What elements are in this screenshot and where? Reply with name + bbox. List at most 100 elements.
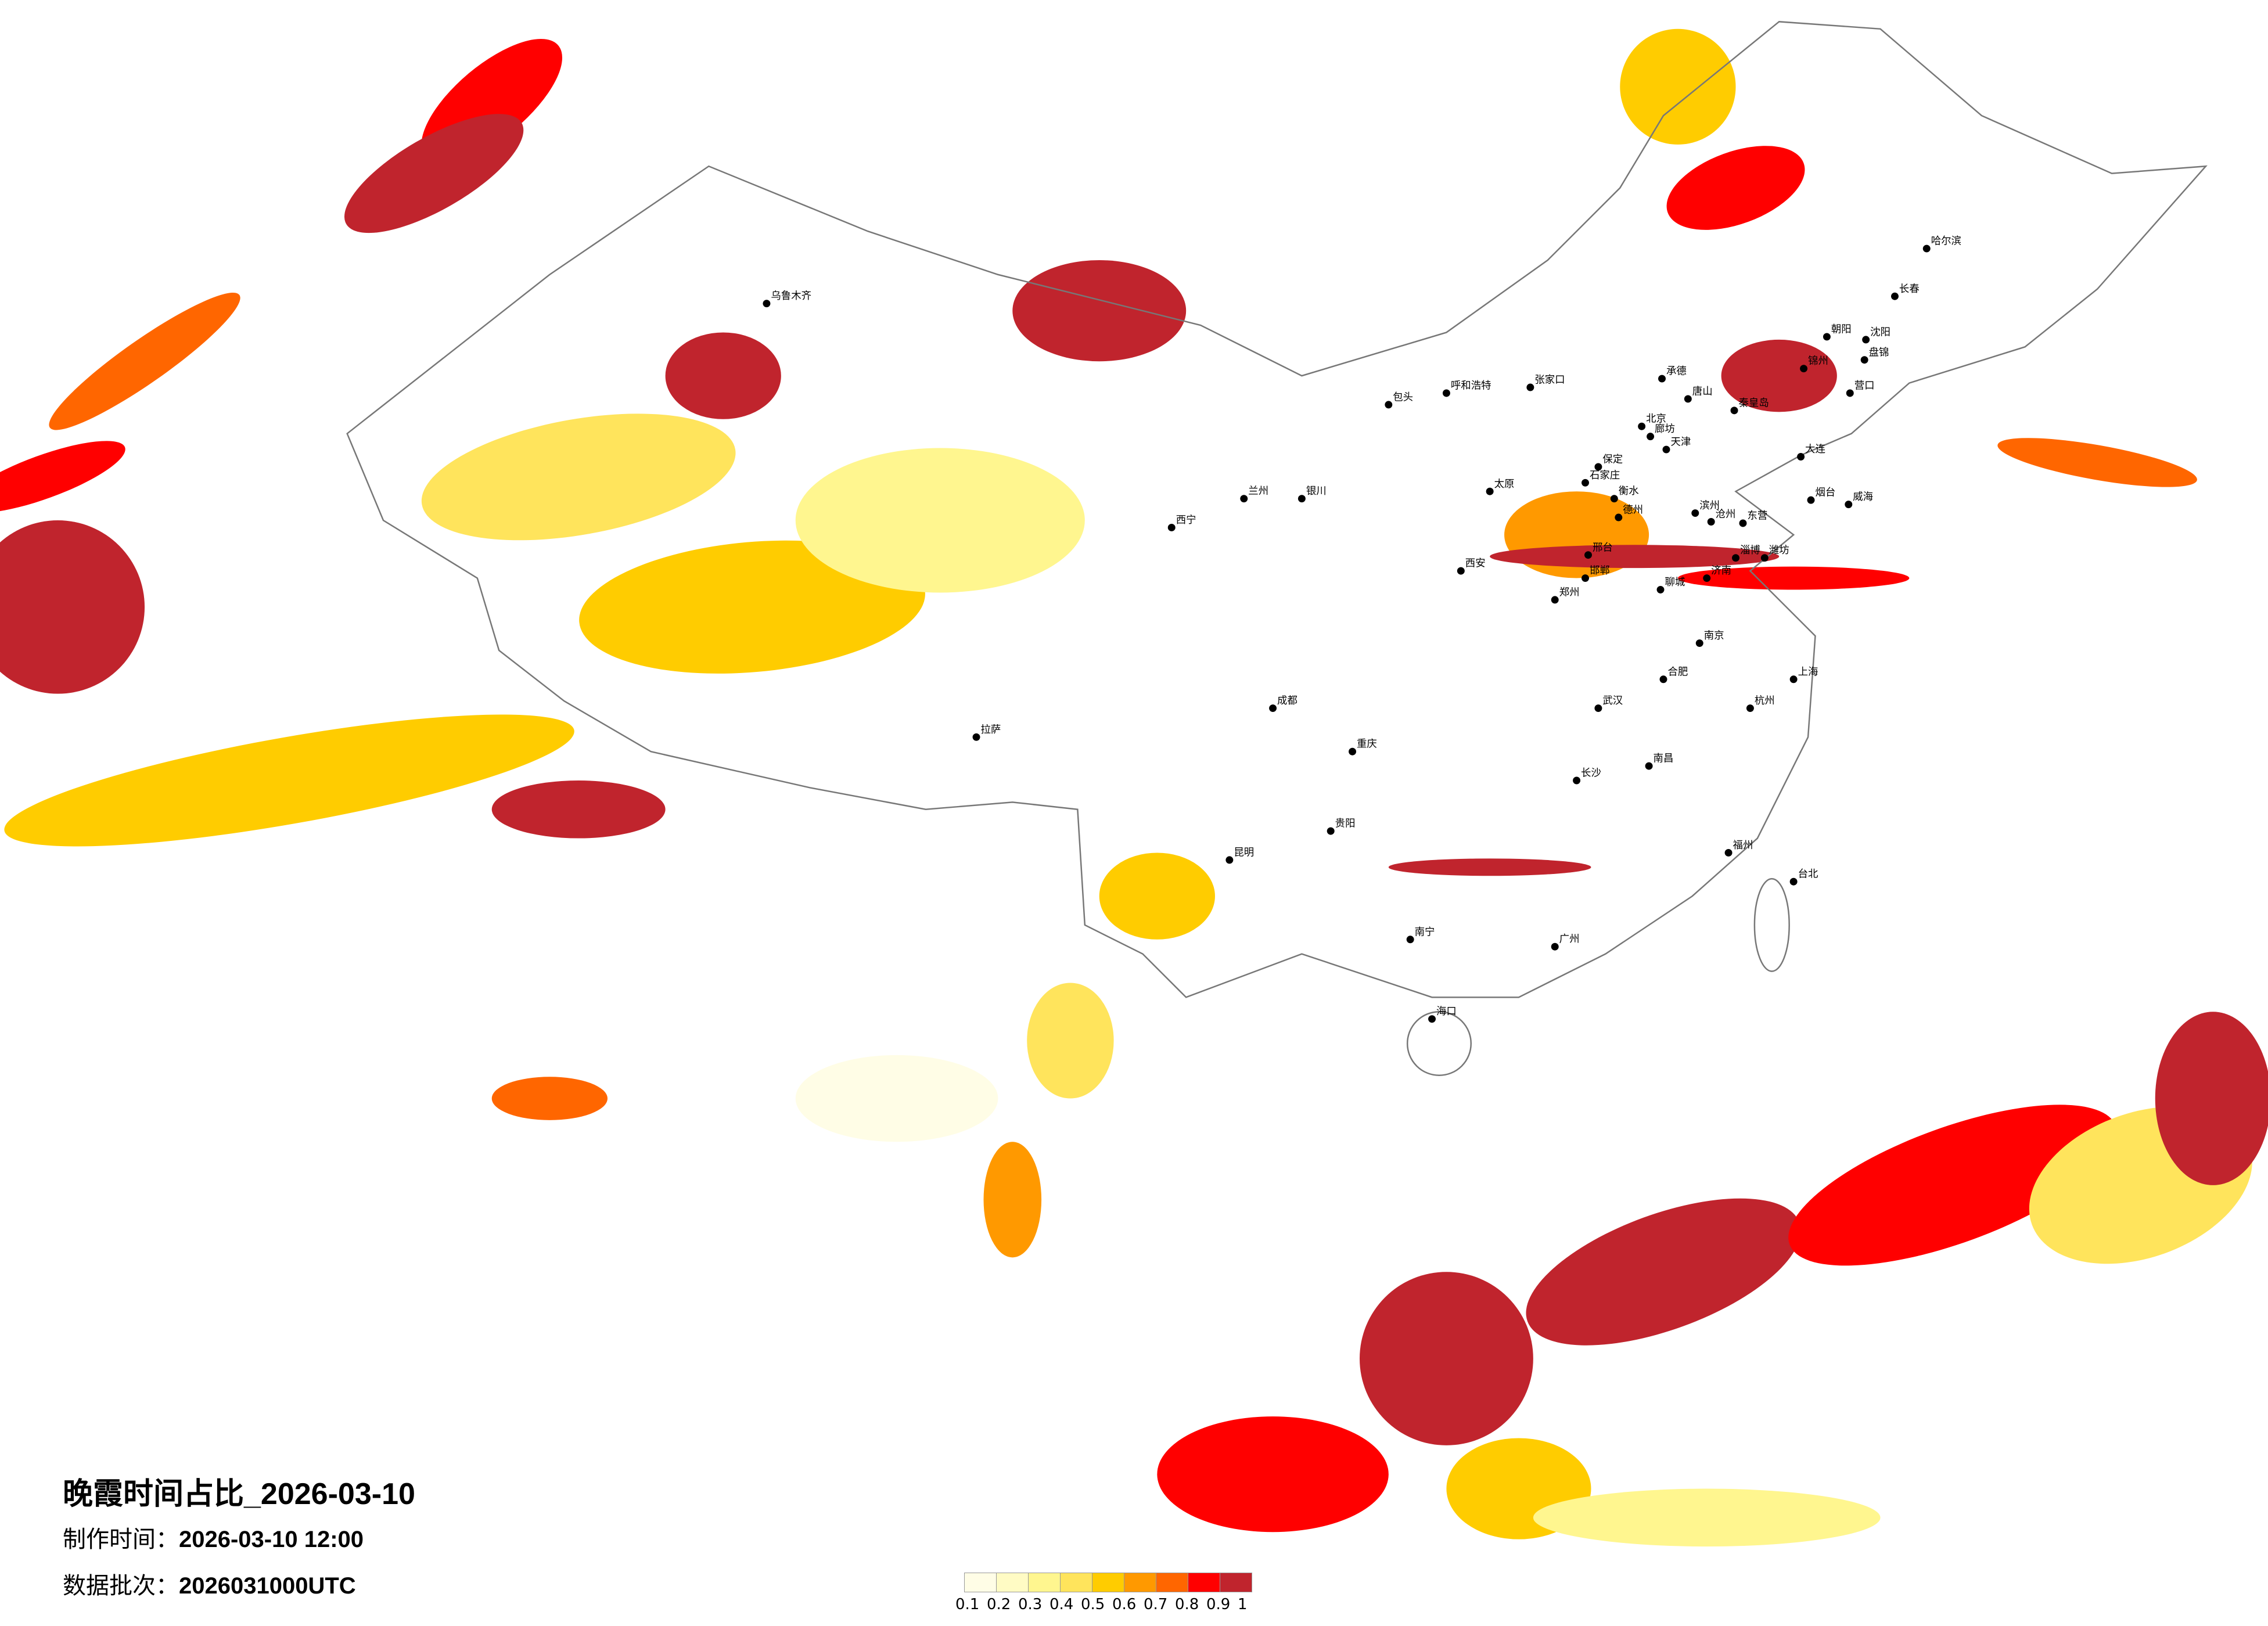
city-label: 成都	[1277, 695, 1297, 707]
china-border	[346, 21, 2208, 998]
city-label: 海口	[1436, 1006, 1457, 1017]
heat-cell	[1526, 1198, 1801, 1346]
legend-swatch	[1156, 1573, 1188, 1592]
city-label: 德州	[1623, 505, 1643, 516]
city-label: 唐山	[1692, 385, 1713, 397]
city-label: 兰州	[1248, 485, 1268, 497]
city-marker	[1890, 292, 1899, 300]
city-marker	[1662, 445, 1670, 454]
city-label: 邯郸	[1590, 565, 1610, 577]
city-marker	[1638, 422, 1646, 430]
city-marker	[1739, 519, 1747, 527]
legend-tick: 0.3	[1018, 1596, 1043, 1613]
legend-swatch	[1124, 1573, 1156, 1592]
city-label: 廊坊	[1655, 423, 1675, 435]
legend-swatch	[1028, 1573, 1060, 1592]
city-marker	[1647, 433, 1655, 441]
city-label: 淄博	[1740, 545, 1760, 556]
city-marker	[1385, 401, 1393, 409]
heat-cell	[1620, 28, 1736, 145]
city-label: 威海	[1853, 491, 1873, 503]
city-label: 武汉	[1602, 695, 1623, 707]
city-marker	[1406, 936, 1414, 944]
city-marker	[1269, 704, 1277, 713]
heat-cell	[579, 540, 925, 674]
legend-tick: 0.8	[1175, 1596, 1199, 1613]
city-marker	[1684, 395, 1692, 403]
city-marker	[1240, 495, 1248, 503]
city-marker	[1551, 596, 1559, 604]
city-marker	[1789, 877, 1798, 886]
heat-cell	[1388, 858, 1591, 876]
city-marker	[1486, 487, 1494, 495]
city-marker	[972, 733, 980, 741]
heat-cell	[983, 1142, 1042, 1258]
city-label: 烟台	[1815, 487, 1835, 499]
city-label: 台北	[1798, 869, 1818, 880]
city-label: 滨州	[1699, 500, 1720, 512]
data-batch: 数据批次：2026031000UTC	[63, 1567, 356, 1600]
city-marker	[1823, 333, 1831, 341]
city-marker	[1615, 513, 1623, 521]
city-marker	[1594, 463, 1602, 471]
legend-swatch	[1220, 1573, 1252, 1592]
city-marker	[763, 300, 771, 308]
city-label: 拉萨	[981, 724, 1001, 736]
city-marker	[1746, 704, 1754, 713]
city-label: 朝阳	[1831, 323, 1852, 335]
city-label: 天津	[1670, 437, 1691, 448]
city-marker	[1594, 704, 1602, 713]
data-batch-label: 数据批次：	[63, 1573, 179, 1599]
legend-swatch	[1092, 1573, 1124, 1592]
heat-cell	[1788, 1105, 2117, 1266]
legend-tick: 0.5	[1081, 1596, 1105, 1613]
legend-swatch	[1188, 1573, 1220, 1592]
city-marker	[1167, 523, 1176, 531]
city-marker	[1582, 479, 1589, 487]
city-marker	[1582, 574, 1589, 582]
city-label: 贵阳	[1335, 818, 1356, 830]
legend-ticks: 0.1 0.2 0.3 0.4 0.5 0.6 0.7 0.8 0.9 1	[955, 1596, 1327, 1619]
city-marker	[1659, 675, 1667, 684]
city-label: 北京	[1646, 413, 1666, 425]
city-marker	[1297, 495, 1306, 503]
color-legend	[964, 1573, 1252, 1592]
heat-cell	[421, 413, 736, 541]
city-marker	[1442, 389, 1450, 397]
city-label: 张家口	[1534, 375, 1565, 386]
city-label: 昆明	[1234, 847, 1254, 858]
legend-tick: 0.4	[1049, 1596, 1074, 1613]
city-marker	[1656, 585, 1665, 593]
city-marker	[1797, 453, 1805, 461]
city-label: 哈尔滨	[1931, 236, 1961, 247]
city-label: 长沙	[1581, 768, 1601, 779]
heat-cell	[1099, 852, 1215, 940]
city-label: 承德	[1666, 366, 1687, 377]
city-marker	[1584, 551, 1592, 559]
city-label: 南京	[1704, 630, 1724, 642]
legend-tick: 0.9	[1206, 1596, 1231, 1613]
city-marker	[1760, 554, 1769, 562]
city-label: 西宁	[1176, 515, 1196, 526]
city-label: 大连	[1805, 444, 1825, 455]
heat-cell	[491, 1077, 608, 1120]
city-label: 银川	[1306, 485, 1327, 497]
city-marker	[1327, 827, 1335, 835]
city-marker	[1225, 856, 1234, 864]
city-marker	[1428, 1015, 1436, 1023]
production-time-value: 2026-03-10 12:00	[179, 1527, 364, 1552]
legend-swatch	[1060, 1573, 1092, 1592]
heat-cell	[491, 780, 666, 839]
heat-cell	[1533, 1488, 1881, 1547]
city-label: 南宁	[1415, 926, 1435, 938]
city-marker	[1349, 747, 1357, 756]
legend-tick: 0.6	[1112, 1596, 1137, 1613]
heat-cell	[0, 520, 145, 694]
heat-cell	[344, 114, 524, 233]
city-label: 秦皇岛	[1739, 397, 1769, 409]
city-label: 呼和浩特	[1451, 380, 1491, 392]
city-marker	[1860, 356, 1868, 364]
legend-swatch	[996, 1573, 1028, 1592]
city-marker	[1730, 406, 1738, 415]
